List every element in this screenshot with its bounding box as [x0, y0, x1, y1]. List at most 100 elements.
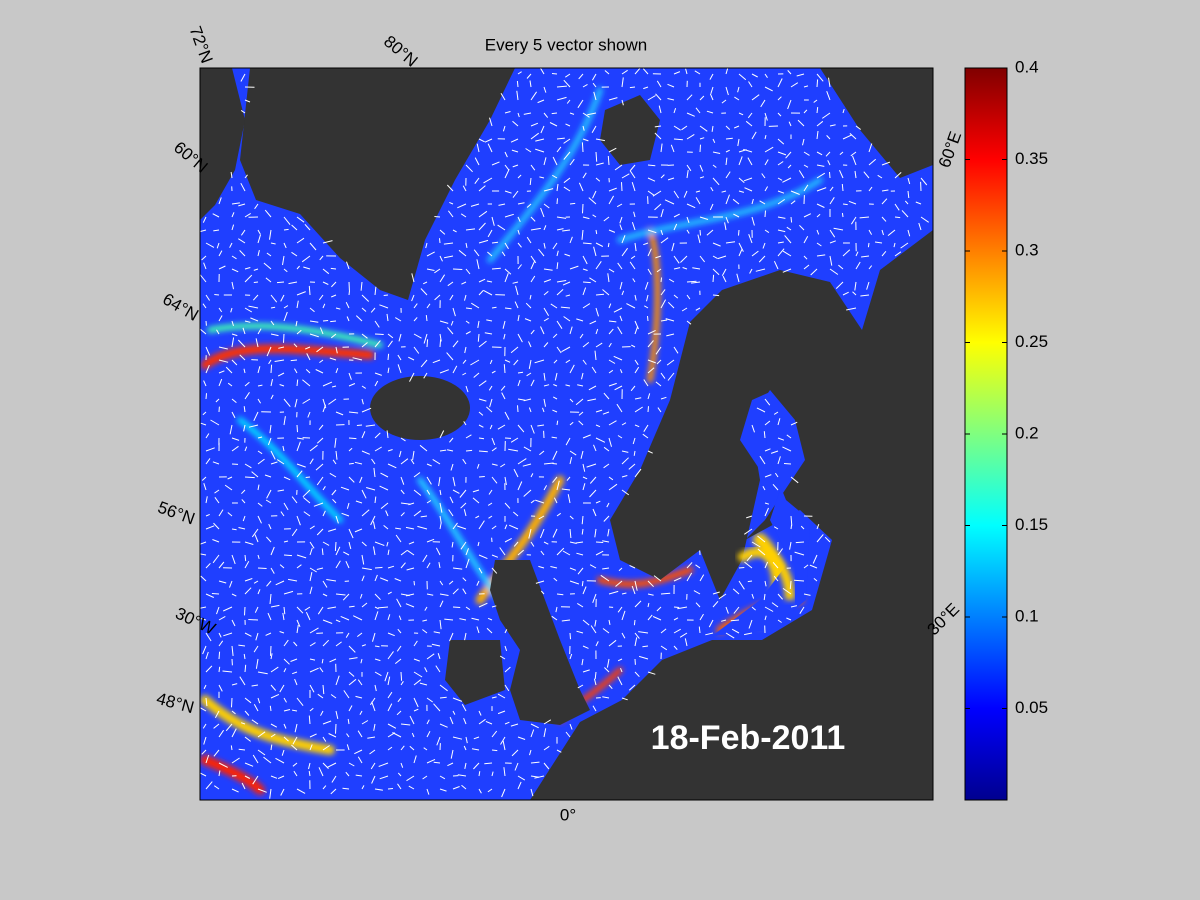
vector-arrow: [660, 277, 663, 283]
vector-arrow: [329, 472, 337, 478]
vector-arrow: [550, 303, 558, 309]
vector-arrow: [309, 458, 314, 465]
vector-arrow: [308, 770, 311, 777]
vector-arrow: [478, 710, 482, 716]
vector-arrow: [263, 756, 272, 764]
vector-arrow: [255, 658, 259, 669]
vector-arrow: [569, 580, 580, 585]
vector-arrow: [501, 251, 506, 257]
vector-arrow: [816, 534, 824, 543]
vector-arrow: [340, 615, 350, 621]
vector-arrow: [868, 229, 873, 235]
vector-arrow: [826, 135, 831, 140]
vector-arrow: [322, 320, 329, 322]
vector-arrow: [355, 774, 363, 777]
vector-arrow: [595, 261, 602, 270]
vector-arrow: [634, 397, 642, 400]
vector-arrow: [595, 242, 604, 247]
vector-arrow: [816, 242, 822, 247]
vector-arrow: [231, 554, 236, 565]
vector-arrow: [214, 710, 220, 719]
vector-arrow: [628, 463, 636, 470]
vector-arrow: [603, 463, 610, 469]
vector-arrow: [709, 93, 714, 101]
vector-arrow: [551, 615, 558, 621]
vector-arrow: [400, 476, 405, 485]
vector-arrow: [439, 515, 442, 523]
vector-arrow: [210, 419, 220, 426]
vector-arrow: [589, 476, 597, 484]
vector-arrow: [387, 746, 393, 751]
vector-arrow: [813, 578, 818, 582]
vector-arrow: [484, 332, 493, 335]
vector-arrow: [554, 372, 558, 381]
vector-arrow: [238, 203, 246, 207]
vector-arrow: [694, 70, 701, 75]
vector-arrow: [413, 346, 420, 354]
baffin: [200, 68, 245, 220]
vector-arrow: [330, 320, 337, 323]
vector-arrow: [270, 378, 273, 387]
vector-arrow: [348, 528, 354, 539]
vector-arrow: [517, 775, 526, 781]
vector-arrow: [457, 525, 467, 530]
vector-arrow: [244, 267, 251, 270]
vector-arrow: [231, 788, 239, 793]
vector-arrow: [644, 281, 649, 290]
vector-arrow: [296, 515, 301, 526]
vector-arrow: [372, 632, 376, 642]
vector-arrow: [283, 333, 285, 343]
vector-arrow: [681, 125, 688, 131]
vector-arrow: [218, 666, 221, 673]
vector-arrow: [319, 667, 324, 673]
vector-arrow: [777, 229, 786, 233]
vector-arrow: [327, 606, 337, 609]
vector-arrow: [591, 366, 597, 374]
vector-arrow: [586, 463, 597, 468]
vector-arrow: [673, 606, 680, 608]
vector-arrow: [608, 437, 612, 447]
vector-arrow: [446, 352, 454, 361]
vector-arrow: [424, 667, 428, 673]
vector-arrow: [738, 242, 744, 252]
vector-arrow: [231, 212, 235, 218]
vector-arrow: [654, 125, 662, 128]
vector-arrow: [782, 587, 792, 595]
vector-arrow: [202, 303, 207, 309]
vector-arrow: [348, 605, 355, 608]
vector-arrow: [638, 655, 649, 660]
vector-arrow: [361, 307, 367, 312]
vector-arrow: [816, 524, 820, 530]
vector-arrow: [483, 177, 493, 184]
vector-arrow: [543, 203, 550, 209]
vector-arrow: [777, 112, 782, 117]
vector-arrow: [656, 80, 662, 88]
vector-arrow: [751, 73, 758, 78]
vector-arrow: [316, 528, 324, 536]
vector-arrow: [371, 701, 376, 712]
vector-arrow: [335, 307, 341, 310]
vector-arrow: [894, 251, 902, 257]
vector-arrow: [538, 248, 545, 257]
vector-arrow: [270, 666, 279, 673]
vector-arrow: [647, 406, 649, 413]
vector-arrow: [359, 593, 363, 599]
vector-arrow: [318, 294, 324, 301]
vector-arrow: [345, 771, 350, 777]
vector-arrow: [276, 281, 285, 284]
vector-arrow: [499, 547, 506, 556]
vector-arrow: [569, 236, 573, 244]
vector-arrow: [604, 667, 610, 673]
vector-arrow: [253, 268, 259, 271]
vector-arrow: [244, 307, 253, 313]
vector-arrow: [461, 703, 467, 712]
vector-arrow: [439, 775, 446, 780]
vector-arrow: [290, 658, 298, 662]
vector-arrow: [725, 171, 731, 179]
vector-arrow: [569, 528, 572, 539]
vector-arrow: [591, 73, 597, 81]
vector-arrow: [751, 250, 759, 257]
vector-arrow: [795, 541, 805, 544]
vector-arrow: [686, 112, 695, 117]
vector-arrow: [522, 463, 532, 467]
